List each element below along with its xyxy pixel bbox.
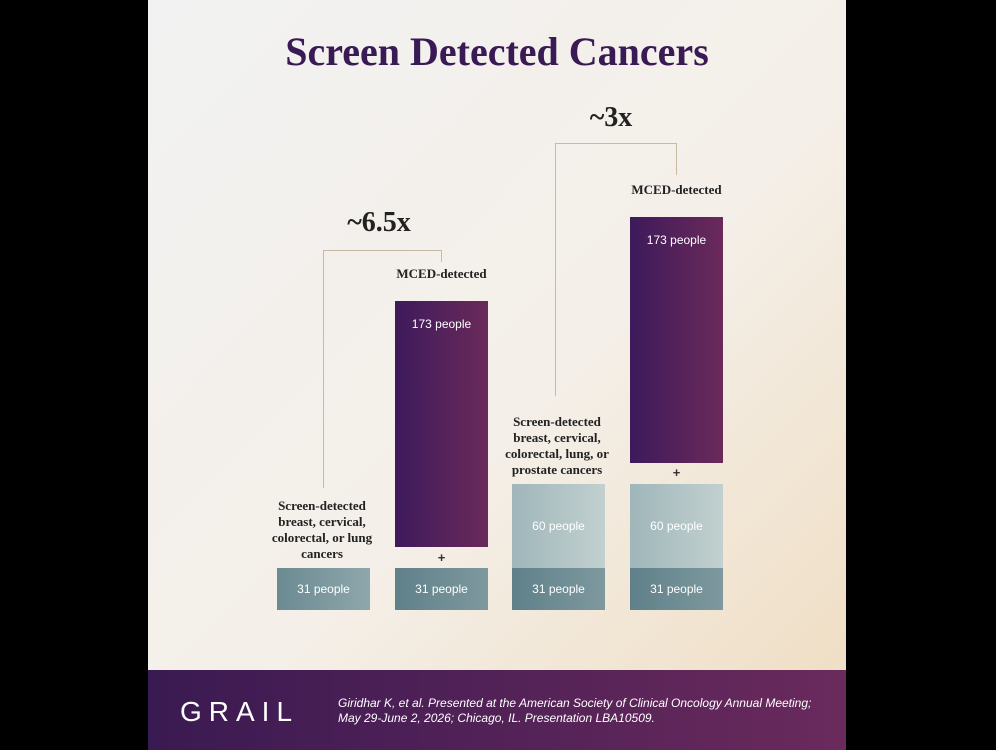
citation: Giridhar K, et al. Presented at the Amer… [338, 696, 812, 725]
plus: + [437, 550, 446, 565]
plus: + [672, 465, 681, 480]
mced-label: MCED-detected [396, 266, 487, 281]
baseline-label: Screen-detected breast, cervical, colore… [271, 498, 373, 561]
footer: GRAIL Giridhar K, et al. Presented at th… [148, 670, 846, 750]
segment: 31 people [630, 568, 723, 610]
segment: 173 people [630, 217, 723, 463]
mced-label: MCED-detected [631, 182, 722, 197]
segment: 31 people [395, 568, 488, 610]
segment: 173 people [395, 301, 488, 547]
bracket [555, 143, 677, 396]
logo: GRAIL [180, 696, 300, 727]
segment: 31 people [277, 568, 370, 610]
multiplier: ~3x [589, 102, 633, 133]
bracket [323, 250, 442, 488]
title: Screen Detected Cancers [285, 29, 709, 74]
bracket [441, 250, 442, 262]
infographic: Screen Detected Cancers ~6.5x Screen-det… [148, 0, 846, 750]
segment: 31 people [512, 568, 605, 610]
segment: 60 people [630, 484, 723, 568]
baseline-label: Screen-detected breast, cervical, colore… [505, 414, 609, 477]
multiplier: ~6.5x [347, 207, 411, 238]
bracket [676, 143, 677, 175]
segment: 60 people [512, 484, 605, 568]
